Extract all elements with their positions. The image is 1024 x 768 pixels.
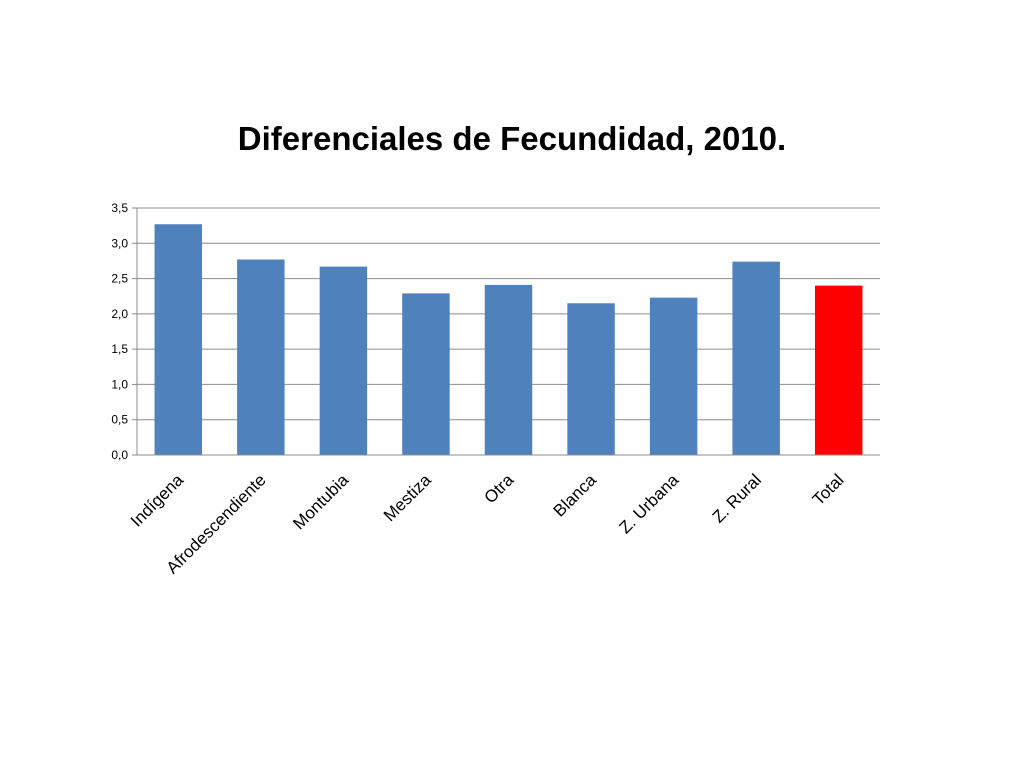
category-label: Blanca bbox=[550, 470, 601, 521]
y-tick-label: 2,5 bbox=[111, 272, 128, 286]
category-label: Indígena bbox=[127, 470, 188, 531]
y-tick-label: 1,5 bbox=[111, 342, 128, 356]
bar-5 bbox=[567, 303, 615, 455]
y-tick-label: 0,0 bbox=[111, 448, 128, 462]
bar-4 bbox=[484, 284, 533, 455]
category-label: Montubia bbox=[289, 470, 352, 533]
bar-8 bbox=[814, 285, 863, 455]
category-label: Total bbox=[809, 470, 848, 509]
y-tick-label: 1,0 bbox=[111, 377, 128, 391]
category-label: Otra bbox=[481, 470, 518, 507]
y-tick-labels: 0,0 0,5 1,0 1,5 2,0 2,5 3,0 3,5 bbox=[111, 201, 137, 462]
bar-6 bbox=[649, 297, 698, 455]
category-label: Z. Rural bbox=[709, 470, 765, 526]
category-label: Z. Urbana bbox=[616, 470, 683, 537]
bar-1 bbox=[237, 259, 285, 455]
category-label: Mestiza bbox=[380, 470, 435, 525]
y-tick-label: 3,0 bbox=[111, 236, 128, 250]
y-tick-label: 2,0 bbox=[111, 307, 128, 321]
y-tick-label: 3,5 bbox=[111, 201, 128, 215]
axes bbox=[132, 208, 880, 456]
y-tick-label: 0,5 bbox=[111, 413, 128, 427]
bar-7 bbox=[732, 261, 780, 455]
bar-2 bbox=[319, 266, 368, 455]
bar-3 bbox=[402, 293, 450, 455]
bars bbox=[154, 224, 863, 455]
chart-title: Diferenciales de Fecundidad, 2010. bbox=[237, 120, 787, 157]
bar-0 bbox=[154, 224, 203, 455]
